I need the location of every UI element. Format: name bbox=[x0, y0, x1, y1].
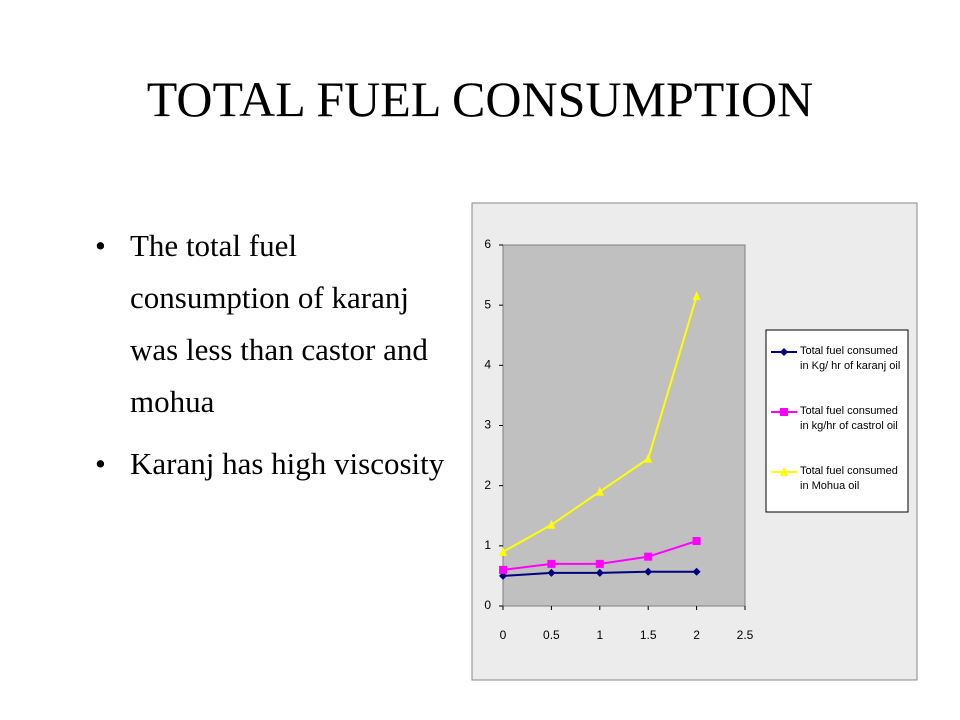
legend-label: Total fuel consumed in Mohua oil bbox=[800, 465, 898, 492]
x-tick-label: 1 bbox=[596, 628, 603, 642]
marker bbox=[692, 291, 701, 301]
slide-title: TOTAL FUEL CONSUMPTION bbox=[146, 71, 814, 127]
plot-area bbox=[502, 244, 746, 607]
marker bbox=[644, 453, 653, 463]
marker bbox=[547, 519, 556, 529]
marker bbox=[644, 567, 653, 576]
marker bbox=[644, 552, 653, 561]
marker bbox=[499, 571, 507, 580]
y-tick-label: 1 bbox=[484, 538, 491, 552]
x-tick-label: 0 bbox=[500, 628, 507, 642]
legend-label: Total fuel consumed in Kg/ hr of karanj … bbox=[800, 345, 901, 372]
marker bbox=[499, 546, 507, 556]
y-tick-label: 6 bbox=[484, 237, 491, 251]
bullet: Karanj has high viscosity bbox=[95, 438, 445, 490]
x-tick-label: 0.5 bbox=[543, 628, 560, 642]
marker bbox=[547, 568, 556, 577]
y-tick-label: 5 bbox=[484, 297, 491, 311]
marker bbox=[499, 565, 507, 574]
marker bbox=[780, 467, 788, 476]
y-tick-label: 0 bbox=[484, 598, 491, 612]
x-tick-label: 2 bbox=[693, 628, 700, 642]
legend-label: Total fuel consumed in kg/hr of castrol … bbox=[800, 405, 898, 432]
marker bbox=[547, 559, 556, 568]
legend-box bbox=[765, 329, 909, 513]
y-tick-label: 2 bbox=[484, 478, 491, 492]
bullet: The total fuel consumption of karanj was… bbox=[95, 220, 445, 428]
x-tick-label: 2.5 bbox=[737, 628, 754, 642]
marker bbox=[780, 348, 788, 356]
marker bbox=[692, 567, 701, 576]
y-tick-label: 3 bbox=[484, 418, 491, 432]
marker bbox=[595, 568, 604, 577]
marker bbox=[780, 408, 788, 416]
marker bbox=[595, 559, 604, 568]
marker bbox=[595, 486, 604, 496]
x-tick-label: 1.5 bbox=[640, 628, 657, 642]
y-tick-label: 4 bbox=[484, 358, 491, 372]
marker bbox=[692, 537, 701, 546]
bullet-list: The total fuel consumption of karanj was… bbox=[95, 220, 445, 500]
